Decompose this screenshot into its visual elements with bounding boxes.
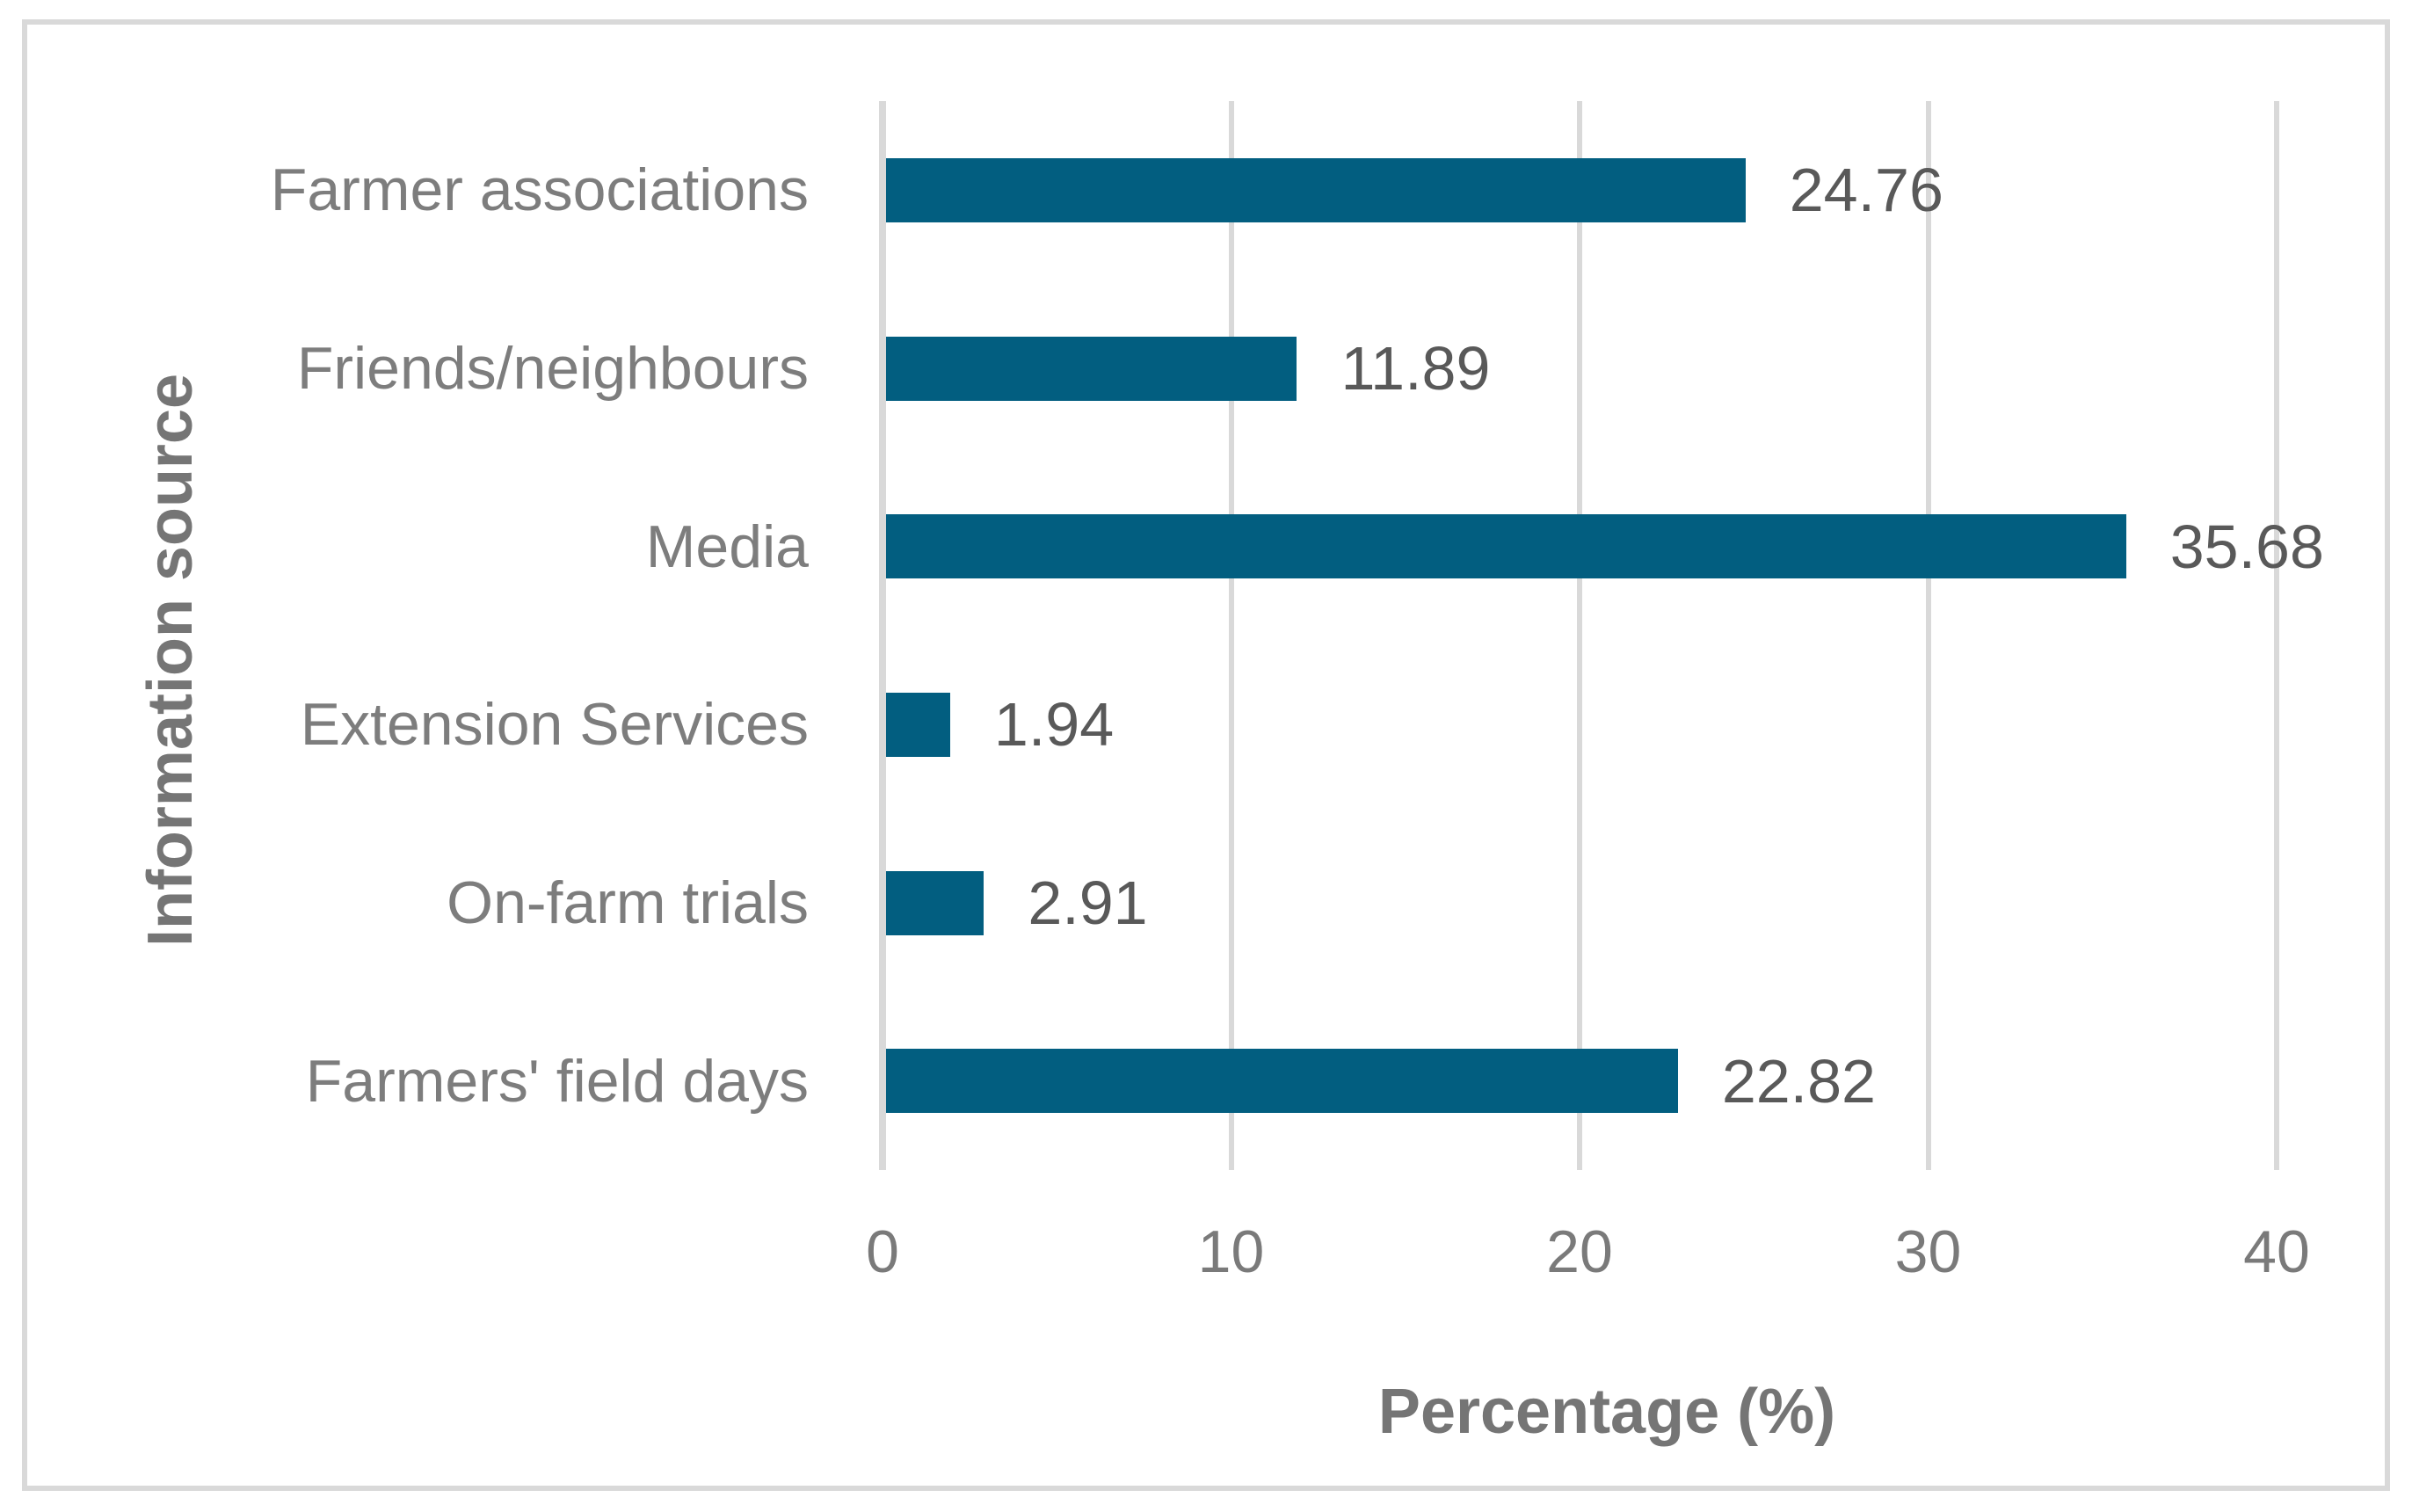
bar bbox=[886, 336, 1297, 401]
bar-value-label: 35.68 bbox=[2169, 512, 2324, 581]
gridline bbox=[1577, 101, 1582, 1170]
y-axis-line bbox=[879, 101, 886, 1170]
category-label: Extension Services bbox=[300, 691, 809, 759]
bar-value-label: 2.91 bbox=[1028, 869, 1148, 937]
gridline bbox=[2274, 101, 2279, 1170]
category-label: Farmers' field days bbox=[305, 1047, 809, 1115]
gridline bbox=[1228, 101, 1234, 1170]
x-axis-title: Percentage (%) bbox=[1377, 1377, 1836, 1447]
category-label: On-farm trials bbox=[447, 869, 809, 936]
bar bbox=[886, 514, 2126, 579]
gridline bbox=[1925, 101, 1931, 1170]
bar bbox=[886, 1049, 1678, 1114]
category-label: Media bbox=[645, 512, 809, 580]
x-axis-tick-label: 40 bbox=[2243, 1218, 2310, 1285]
category-label: Farmer associations bbox=[270, 156, 809, 224]
category-label: Friends/neighbours bbox=[296, 334, 809, 402]
x-axis-tick-label: 0 bbox=[866, 1218, 899, 1285]
bar bbox=[886, 870, 984, 935]
x-axis-tick-label: 10 bbox=[1197, 1218, 1265, 1285]
bar-value-label: 1.94 bbox=[993, 690, 1115, 760]
bar bbox=[886, 157, 1746, 222]
bar-value-label: 11.89 bbox=[1340, 334, 1491, 403]
bar bbox=[886, 692, 950, 757]
x-axis-tick-label: 30 bbox=[1894, 1218, 1962, 1285]
chart-frame: Percentage (%) Information source 0 10 20 3… bbox=[22, 19, 2390, 1491]
bar-value-label: 24.76 bbox=[1789, 156, 1943, 225]
bar-value-label: 22.82 bbox=[1721, 1046, 1876, 1116]
x-axis-tick-label: 20 bbox=[1546, 1218, 1613, 1285]
